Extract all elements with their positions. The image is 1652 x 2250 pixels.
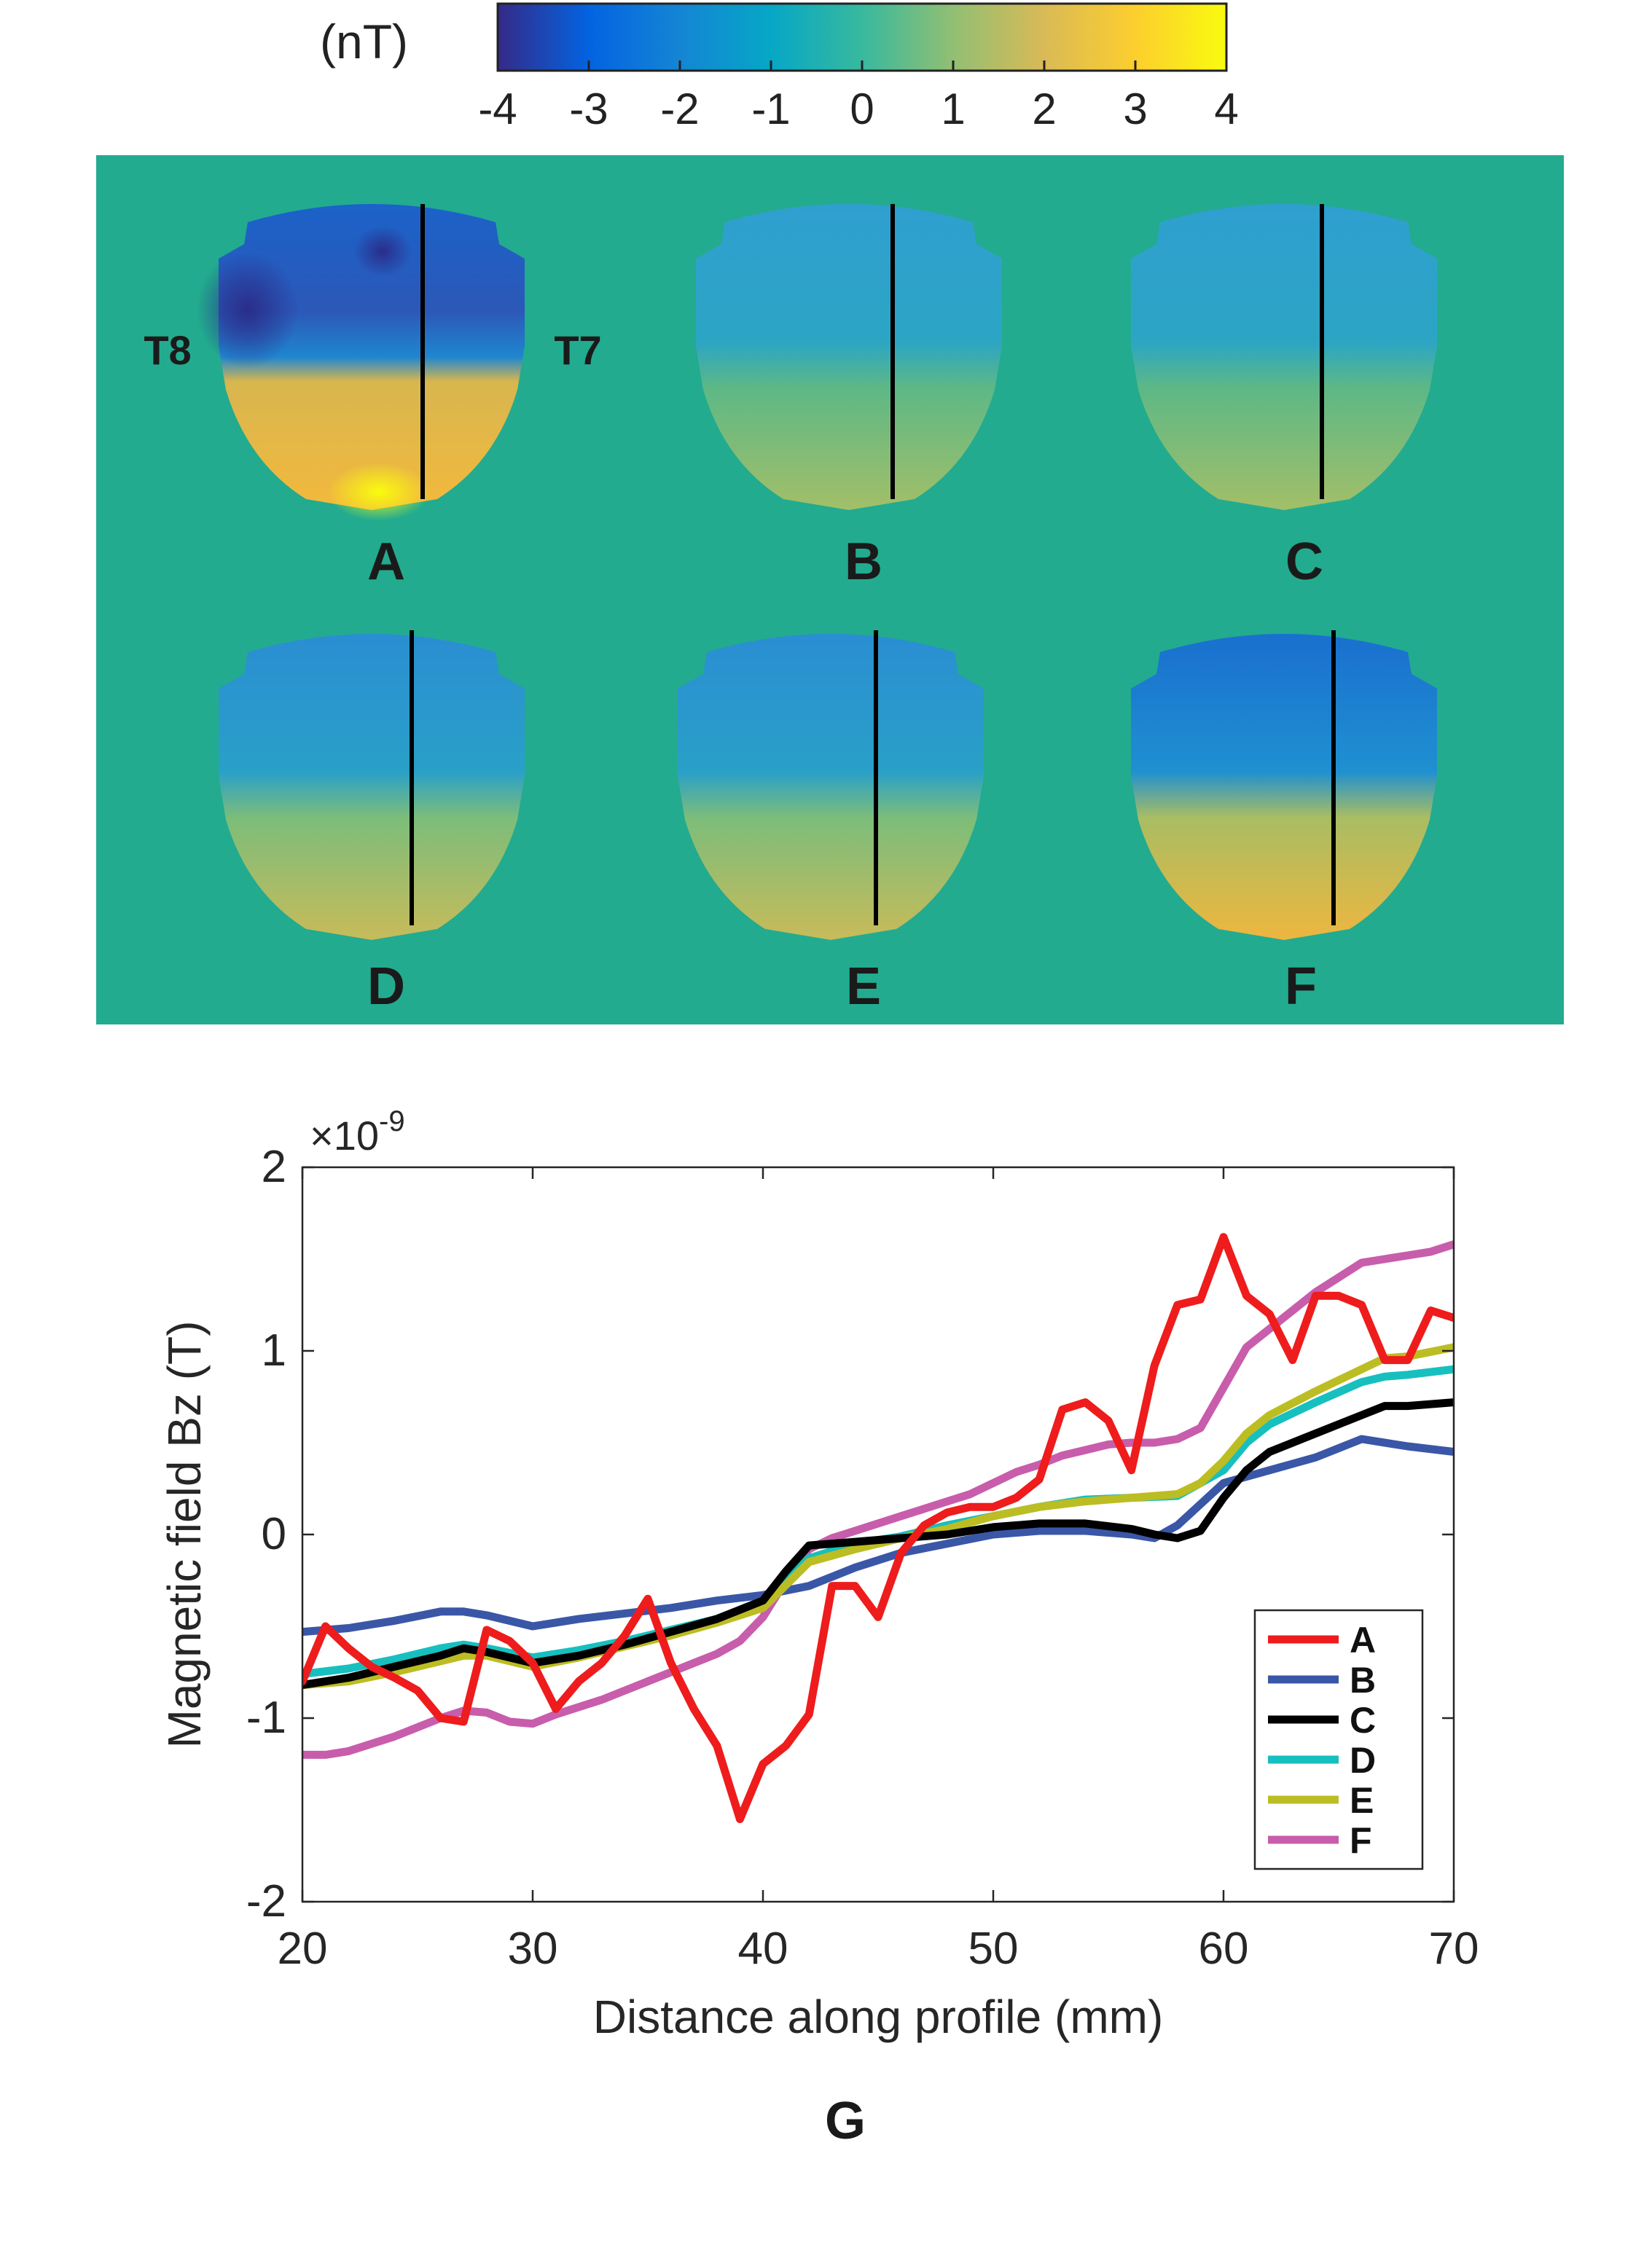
- legend-label-c: C: [1350, 1700, 1376, 1741]
- map-panel-e: [678, 630, 984, 940]
- x-tick-label: 50: [968, 1924, 1019, 1974]
- map-label-f: F: [1285, 957, 1317, 1016]
- map-label-c: C: [1285, 533, 1323, 591]
- map-label-d: D: [367, 957, 405, 1016]
- map-a-low-spot-left: [197, 251, 299, 368]
- legend-label-b: B: [1350, 1660, 1376, 1701]
- map-a-t7-marker: T7: [554, 327, 601, 373]
- map-panel-d: [219, 630, 525, 940]
- colorbar-tick-label: -1: [751, 85, 790, 133]
- colorbar-gradient: [496, 2, 1228, 72]
- y-tick-label: -1: [246, 1693, 286, 1743]
- colorbar-tick-label: 2: [1032, 85, 1056, 133]
- colorbar-tick-label: 3: [1123, 85, 1147, 133]
- colorbar-tick-label: -4: [478, 85, 517, 133]
- colorbar-tick-label: -3: [569, 85, 608, 133]
- map-a-t8-marker: T8: [144, 327, 191, 373]
- legend-label-d: D: [1350, 1740, 1376, 1781]
- y-tick-label: 2: [262, 1142, 286, 1192]
- x-tick-label: 20: [278, 1924, 328, 1974]
- map-panel-c: [1131, 204, 1437, 510]
- legend-label-f: F: [1350, 1820, 1372, 1861]
- legend-label-e: E: [1350, 1780, 1374, 1821]
- legend-label-a: A: [1350, 1620, 1376, 1661]
- map-label-b: B: [845, 533, 882, 591]
- y-tick-label: -2: [246, 1876, 286, 1926]
- profile-line-chart: 20 30 40 50 60 70 -2 -1 0 1 2 ×10-9 Distance along…: [158, 1105, 1479, 2043]
- map-a-high-spot: [328, 463, 430, 521]
- colorbar-tick-label: -2: [660, 85, 699, 133]
- map-panel-a: [197, 204, 525, 521]
- legend-box: [1253, 1609, 1424, 1870]
- y-axis-label: Magnetic field Bz (T): [158, 1321, 211, 1749]
- y-exponent-label: ×10-9: [310, 1105, 405, 1159]
- brain-map-panels: T8 T7 A B C D E F: [96, 155, 1564, 1024]
- x-tick-label: 30: [508, 1924, 558, 1974]
- colorbar-tick-label: 0: [850, 85, 874, 133]
- x-axis-label: Distance along profile (mm): [593, 1991, 1164, 2043]
- colorbar-tick-label: 4: [1214, 85, 1238, 133]
- axis-ticks: [301, 1166, 1455, 1903]
- colorbar-ticks: -4 -3 -2 -1 0 1 2 3 4: [478, 60, 1239, 133]
- series-line-c: [302, 1398, 1454, 1690]
- x-tick-label: 70: [1429, 1924, 1479, 1974]
- map-panel-f: [1131, 630, 1437, 940]
- colorbar: (nT) -4 -3 -2 -1 0 1 2 3 4: [320, 2, 1239, 133]
- series-line-b: [302, 1435, 1454, 1636]
- series-layer: [302, 1233, 1454, 1824]
- map-label-a: A: [367, 533, 405, 591]
- y-tick-label: 1: [262, 1325, 286, 1376]
- figure-caption: G: [825, 2092, 866, 2150]
- x-tick-label: 40: [738, 1924, 788, 1974]
- x-tick-label: 60: [1199, 1924, 1249, 1974]
- map-panel-b: [696, 204, 1002, 510]
- colorbar-tick-label: 1: [941, 85, 965, 133]
- series-line-f: [302, 1240, 1454, 1759]
- y-tick-label: 0: [262, 1509, 286, 1559]
- map-a-low-spot-top: [353, 226, 412, 277]
- colorbar-unit-label: (nT): [320, 15, 408, 68]
- axis-tick-labels: 20 30 40 50 60 70 -2 -1 0 1 2: [246, 1142, 1479, 1974]
- map-label-e: E: [846, 957, 881, 1016]
- series-line-a: [302, 1233, 1454, 1824]
